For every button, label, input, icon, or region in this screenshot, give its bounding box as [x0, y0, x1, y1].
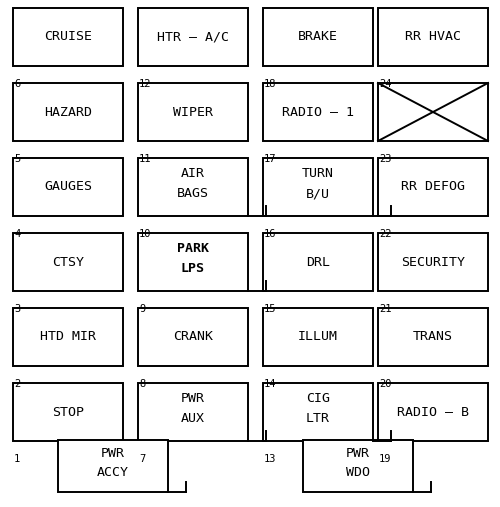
Bar — [378, 383, 488, 441]
Text: RADIO – B: RADIO – B — [397, 406, 469, 418]
Bar — [378, 8, 488, 66]
Text: PWR: PWR — [181, 391, 205, 405]
Text: B/U: B/U — [306, 188, 330, 200]
Bar — [263, 158, 373, 216]
Bar — [13, 383, 123, 441]
Text: DRL: DRL — [306, 256, 330, 269]
Text: WIPER: WIPER — [173, 105, 213, 119]
Text: HAZARD: HAZARD — [44, 105, 92, 119]
Text: 19: 19 — [379, 454, 392, 464]
Text: TURN: TURN — [302, 167, 334, 179]
Bar — [263, 308, 373, 366]
Bar — [378, 233, 488, 291]
Text: 9: 9 — [139, 304, 145, 314]
Text: SECURITY: SECURITY — [401, 256, 465, 269]
Text: AIR: AIR — [181, 167, 205, 179]
Bar — [263, 8, 373, 66]
Bar — [302, 440, 412, 492]
Text: 15: 15 — [264, 304, 276, 314]
Text: 3: 3 — [14, 304, 20, 314]
Text: 5: 5 — [14, 154, 20, 164]
Text: WDO: WDO — [346, 466, 370, 479]
Text: 16: 16 — [264, 229, 276, 239]
Text: CTSY: CTSY — [52, 256, 84, 269]
Text: CRUISE: CRUISE — [44, 30, 92, 44]
Text: 12: 12 — [139, 79, 151, 89]
Bar — [13, 158, 123, 216]
Text: LTR: LTR — [306, 413, 330, 425]
Text: RADIO – 1: RADIO – 1 — [282, 105, 354, 119]
Bar — [378, 158, 488, 216]
Text: BAGS: BAGS — [177, 188, 209, 200]
Text: 2: 2 — [14, 379, 20, 389]
Text: 4: 4 — [14, 229, 20, 239]
Text: GAUGES: GAUGES — [44, 180, 92, 194]
Bar — [138, 158, 248, 216]
Text: 13: 13 — [264, 454, 276, 464]
Text: CRANK: CRANK — [173, 331, 213, 344]
Bar — [378, 308, 488, 366]
Bar — [138, 308, 248, 366]
Text: TRANS: TRANS — [413, 331, 453, 344]
Text: 1: 1 — [14, 454, 20, 464]
Text: 22: 22 — [379, 229, 392, 239]
Bar — [263, 83, 373, 141]
Text: HTR – A/C: HTR – A/C — [157, 30, 229, 44]
Bar — [13, 308, 123, 366]
Bar — [138, 8, 248, 66]
Text: STOP: STOP — [52, 406, 84, 418]
Bar — [263, 383, 373, 441]
Text: 21: 21 — [379, 304, 392, 314]
Bar — [138, 83, 248, 141]
Bar — [13, 83, 123, 141]
Text: 14: 14 — [264, 379, 276, 389]
Text: PARK: PARK — [177, 241, 209, 255]
Text: 18: 18 — [264, 79, 276, 89]
Text: 10: 10 — [139, 229, 151, 239]
Text: RR DEFOG: RR DEFOG — [401, 180, 465, 194]
Bar — [13, 233, 123, 291]
Bar — [138, 383, 248, 441]
Bar — [138, 233, 248, 291]
Text: PWR: PWR — [100, 447, 124, 460]
Text: ACCY: ACCY — [96, 466, 128, 479]
Text: 20: 20 — [379, 379, 392, 389]
Bar — [263, 233, 373, 291]
Text: 17: 17 — [264, 154, 276, 164]
Text: 6: 6 — [14, 79, 20, 89]
Text: 23: 23 — [379, 154, 392, 164]
Text: 8: 8 — [139, 379, 145, 389]
Text: BRAKE: BRAKE — [298, 30, 338, 44]
Text: CIG: CIG — [306, 391, 330, 405]
Text: RR HVAC: RR HVAC — [405, 30, 461, 44]
Bar — [378, 83, 488, 141]
Text: HTD MIR: HTD MIR — [40, 331, 96, 344]
Text: AUX: AUX — [181, 413, 205, 425]
Text: 7: 7 — [139, 454, 145, 464]
Text: PWR: PWR — [346, 447, 370, 460]
Text: ILLUM: ILLUM — [298, 331, 338, 344]
Bar — [58, 440, 168, 492]
Text: LPS: LPS — [181, 263, 205, 275]
Text: 24: 24 — [379, 79, 392, 89]
Text: 11: 11 — [139, 154, 151, 164]
Bar — [13, 8, 123, 66]
